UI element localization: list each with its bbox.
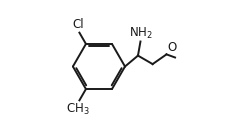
Text: Cl: Cl — [72, 18, 84, 31]
Text: NH$_2$: NH$_2$ — [128, 26, 152, 41]
Text: O: O — [167, 41, 176, 54]
Text: CH$_3$: CH$_3$ — [66, 102, 90, 117]
